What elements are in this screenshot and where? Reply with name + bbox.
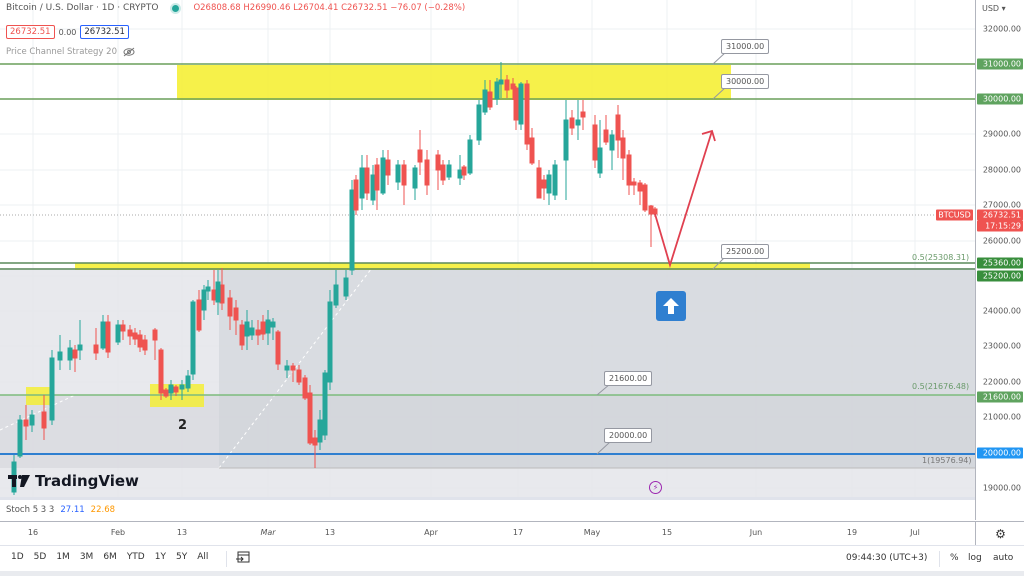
time-label: May [583,528,601,537]
price-tag-21600: 21600.00 [977,391,1023,403]
clock-timezone[interactable]: 09:44:30 (UTC+3) [846,553,928,563]
time-label: Mar [260,528,276,537]
ohlc-values: O26808.68 H26990.46 L26704.41 C26732.51 … [193,3,465,13]
change-value: −76.07 (−0.28%) [390,3,466,13]
indicator-label: Price Channel Strategy 20 [6,47,117,57]
callout-25200[interactable]: 25200.00 [721,244,770,259]
chart-pane[interactable]: Bitcoin / U.S. Dollar · 1D · CRYPTO O268… [0,0,975,497]
price-tag-30000: 30000.00 [977,93,1023,105]
gear-icon: ⚙ [995,526,1006,541]
bottom-toolbar: 1D 5D 1M 3M 6M YTD 1Y 5Y All 09:44:30 (U… [0,545,1024,572]
tradingview-logo-icon [8,475,30,487]
price-tag-31000: 31000.00 [977,58,1023,70]
time-label: Jun [749,528,763,537]
range-1y[interactable]: 1Y [154,552,166,562]
symbol-title[interactable]: Bitcoin / U.S. Dollar · 1D · CRYPTO [6,3,159,13]
price-tag-25200: 25200.00 [977,270,1023,282]
time-label: 15 [661,528,673,537]
indicator-legend[interactable]: Price Channel Strategy 20 [6,47,135,57]
sell-button[interactable]: 26732.51 [6,25,55,39]
time-axis[interactable]: 16 Feb 13 Mar 13 Apr 17 May 15 Jun 19 Ju… [0,521,975,545]
stoch-d-value: 22.68 [90,505,116,515]
time-label: 16 [27,528,39,537]
time-label: 17 [512,528,524,537]
logo-text: TradingView [35,472,139,490]
bar-countdown: 17:15:29 [977,220,1023,232]
market-open-dot-icon [172,4,180,12]
price-tick: 32000.00 [982,24,1021,34]
eye-crossed-icon[interactable] [123,47,135,57]
low-value: L26704.41 [293,3,339,13]
spread-value: 0.00 [58,27,77,37]
price-tick: 21000.00 [982,412,1021,422]
price-tick: 28000.00 [982,165,1021,175]
range-all[interactable]: All [197,552,209,562]
callout-20000[interactable]: 20000.00 [604,428,653,443]
callout-31000[interactable]: 31000.00 [721,39,770,54]
price-axis[interactable]: USD ▾ 32000.00 29000.00 28000.00 27000.0… [975,0,1024,520]
callout-21600[interactable]: 21600.00 [604,371,653,386]
go-to-date-icon[interactable] [236,551,250,566]
price-tick: 19000.00 [982,483,1021,493]
range-1d[interactable]: 1D [11,552,24,562]
price-tick: 26000.00 [982,236,1021,246]
close-value: C26732.51 [341,3,388,13]
fib-label-low: 1(19576.94) [922,456,972,465]
high-value: H26990.46 [243,3,291,13]
range-6m[interactable]: 6M [103,552,117,562]
price-tag-25360: 25360.00 [977,257,1023,269]
percent-scale-toggle[interactable]: % [950,553,959,563]
stoch-legend: Stoch 5 3 3 27.11 22.68 [6,505,115,515]
date-range-buttons: 1D 5D 1M 3M 6M YTD 1Y 5Y All [6,552,213,562]
range-3m[interactable]: 3M [79,552,94,562]
arrow-up-icon [663,298,679,314]
lightning-event-icon[interactable]: ⚡ [649,481,662,494]
callout-30000[interactable]: 30000.00 [721,74,770,89]
time-label: 13 [324,528,336,537]
log-scale-toggle[interactable]: log [968,553,982,563]
trade-buttons: 26732.51 0.00 26732.51 [6,25,129,39]
open-value: O26808.68 [193,3,241,13]
range-5y[interactable]: 5Y [175,552,188,562]
chart-settings-button[interactable]: ⚙ [975,521,1024,545]
price-tag-20000: 20000.00 [977,447,1023,459]
range-ytd[interactable]: YTD [126,552,145,562]
auto-scale-toggle[interactable]: auto [993,553,1014,563]
fib-label-mid: 0.5(21676.48) [912,382,970,391]
range-5d[interactable]: 5D [33,552,47,562]
symbol-legend: Bitcoin / U.S. Dollar · 1D · CRYPTO O268… [6,3,465,13]
up-arrow-marker[interactable] [656,291,686,321]
pattern-number-label: 2 [178,418,188,433]
stoch-title[interactable]: Stoch 5 3 3 [6,505,55,515]
price-tick: 27000.00 [982,200,1021,210]
tradingview-logo: TradingView [8,472,139,490]
buy-button[interactable]: 26732.51 [80,25,129,39]
symbol-tag: BTCUSD [936,209,973,221]
time-label: 13 [176,528,188,537]
time-label: 19 [846,528,858,537]
price-tick: 29000.00 [982,129,1021,139]
divider [939,551,940,567]
price-tick: 24000.00 [982,306,1021,316]
divider [226,551,227,567]
candlestick-chart[interactable] [0,0,975,497]
price-tick: 22000.00 [982,377,1021,387]
currency-selector[interactable]: USD ▾ [982,4,1006,13]
price-tick: 23000.00 [982,341,1021,351]
bottom-strip [0,571,1024,576]
stochastic-pane[interactable]: Stoch 5 3 3 27.11 22.68 [0,497,975,523]
range-1m[interactable]: 1M [56,552,70,562]
time-label: Feb [110,528,126,537]
time-label: Apr [424,528,438,537]
last-price-tag: 26732.51 [977,209,1023,221]
stoch-k-value: 27.11 [60,505,85,515]
time-label: Jul [910,528,920,537]
fib-label-upper: 0.5(25308.31) [912,253,970,262]
